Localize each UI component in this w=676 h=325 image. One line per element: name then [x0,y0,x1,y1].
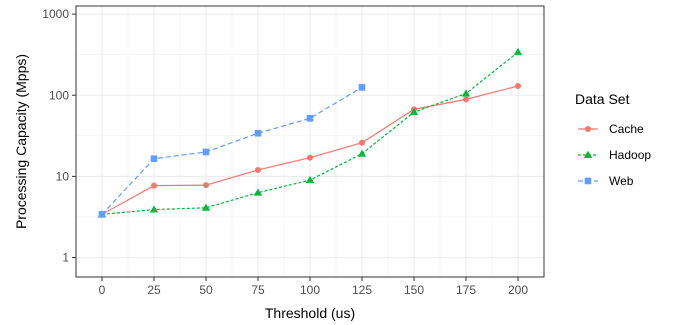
x-tick-label: 25 [147,283,161,297]
data-point-cache [463,96,469,103]
axis-ticks [72,13,519,281]
legend-label: Cache [609,122,644,136]
y-tick-label: 1 [62,251,69,265]
data-point-hadoop [149,205,159,213]
data-point-hadoop [409,107,419,116]
y-tick-label: 100 [49,88,69,102]
grid-major [76,6,544,277]
legend-label: Hadoop [609,148,651,162]
data-point-web [202,148,210,156]
x-tick-label: 200 [508,283,528,297]
legend: Data Set Cache Hadoop Web [575,91,651,188]
data-point-cache [307,154,313,161]
series-web [98,84,366,218]
x-tick-label: 150 [404,283,424,297]
series-layer [97,47,523,218]
x-tick-label: 75 [251,283,265,297]
data-point-web [358,84,366,91]
data-point-web [306,114,314,122]
legend-label: Web [609,174,634,188]
legend-item-cache: Cache [578,122,644,136]
legend-key-marker [585,126,591,132]
legend-item-web: Web [578,174,634,188]
legend-item-hadoop: Hadoop [578,148,651,162]
data-point-cache [255,166,261,173]
x-axis-title: Threshold (us) [265,305,355,321]
y-tick-labels: 1 10 100 1000 [42,7,69,264]
data-point-web [150,155,158,163]
series-line-web [101,86,363,215]
y-tick-label: 10 [56,169,70,183]
legend-key-marker [583,150,593,158]
data-point-cache [359,139,365,146]
x-tick-label: 125 [352,283,372,297]
y-axis-title: Processing Capacity (Mpps) [13,54,29,229]
legend-items: Cache Hadoop Web [578,122,651,188]
data-point-hadoop [253,188,263,196]
data-point-hadoop [513,47,523,56]
x-tick-label: 50 [199,283,213,297]
data-point-web [254,129,262,137]
data-point-cache [203,182,209,189]
x-tick-labels: 0 25 50 75 100 125 150 175 200 [99,283,529,297]
legend-key-marker [584,177,592,185]
data-point-hadoop [461,89,471,97]
data-point-hadoop [357,149,367,157]
legend-title: Data Set [575,91,630,107]
data-point-hadoop [305,175,315,184]
data-point-hadoop [201,203,211,211]
data-point-cache [151,182,157,189]
data-point-web [98,211,106,218]
x-tick-label: 100 [300,283,320,297]
data-point-cache [515,83,521,90]
y-tick-label: 1000 [42,7,69,21]
x-tick-label: 175 [456,283,476,297]
x-tick-label: 0 [99,283,106,297]
